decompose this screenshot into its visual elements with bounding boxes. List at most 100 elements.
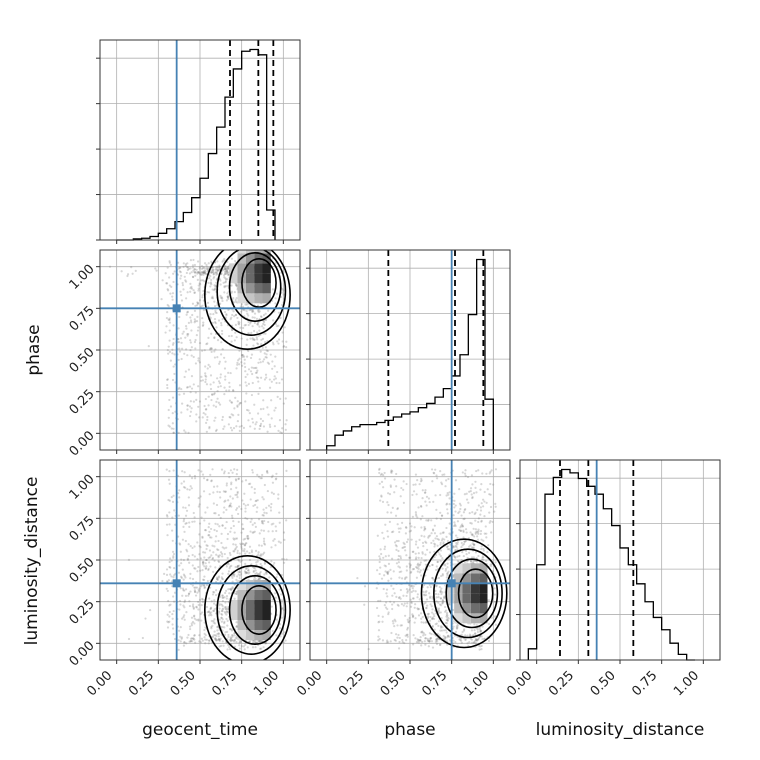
scatter-point xyxy=(179,587,182,590)
scatter-point xyxy=(241,355,244,358)
scatter-point xyxy=(171,292,175,295)
scatter-point xyxy=(203,269,207,272)
density-block xyxy=(245,253,255,264)
scatter-point xyxy=(183,600,186,604)
histogram-step-line xyxy=(326,258,494,450)
scatter-point xyxy=(182,525,185,528)
scatter-point xyxy=(398,636,401,640)
y-tick-label: 0.50 xyxy=(67,555,98,586)
scatter-point xyxy=(482,558,485,561)
scatter-point xyxy=(234,323,238,326)
scatter-point xyxy=(409,529,413,532)
scatter-point xyxy=(183,618,186,621)
scatter-point xyxy=(416,563,419,566)
scatter-point xyxy=(409,564,412,567)
scatter-point xyxy=(224,266,227,269)
scatter-point xyxy=(415,514,418,517)
scatter-point xyxy=(168,317,171,320)
scatter-point xyxy=(238,384,242,387)
scatter-point xyxy=(213,287,216,290)
scatter-point xyxy=(212,381,215,384)
scatter-point xyxy=(201,611,204,614)
scatter-point xyxy=(216,265,219,268)
scatter-point xyxy=(282,531,286,534)
scatter-point xyxy=(214,348,217,351)
scatter-point xyxy=(260,315,263,319)
scatter-point xyxy=(204,511,207,514)
scatter-point xyxy=(446,619,449,622)
scatter-point xyxy=(416,546,420,549)
scatter-point xyxy=(201,600,204,604)
scatter-point xyxy=(190,375,194,378)
scatter-point xyxy=(213,512,216,515)
scatter-point xyxy=(436,560,439,563)
scatter-point xyxy=(255,571,258,575)
scatter-point xyxy=(194,271,197,274)
scatter-point xyxy=(230,316,233,319)
scatter-point xyxy=(205,342,208,346)
scatter-point xyxy=(199,612,202,615)
truth-marker xyxy=(172,304,181,313)
scatter-point xyxy=(211,393,214,396)
scatter-point xyxy=(285,419,288,422)
scatter-point xyxy=(256,331,259,334)
scatter-point xyxy=(221,572,224,575)
scatter-point xyxy=(193,590,197,594)
scatter-point xyxy=(259,315,263,318)
scatter-point xyxy=(208,522,211,525)
scatter-point xyxy=(208,534,211,537)
scatter-point xyxy=(197,565,200,569)
scatter-point xyxy=(261,521,264,525)
scatter-point xyxy=(241,499,244,502)
scatter-point xyxy=(440,616,443,620)
scatter-point xyxy=(401,641,404,644)
scatter-point xyxy=(262,498,265,501)
scatter-point xyxy=(180,617,184,620)
scatter-point xyxy=(207,534,210,537)
scatter-point xyxy=(477,636,481,640)
scatter-point xyxy=(194,274,197,277)
scatter-point xyxy=(483,637,486,640)
scatter-point xyxy=(169,405,173,408)
scatter-point xyxy=(469,531,472,534)
scatter-point xyxy=(223,267,226,270)
scatter-point xyxy=(213,336,216,339)
scatter-point xyxy=(252,578,256,581)
scatter-point xyxy=(225,594,229,598)
scatter-point xyxy=(424,491,427,494)
scatter-point xyxy=(200,267,204,270)
scatter-point xyxy=(282,345,285,349)
scatter-point xyxy=(260,343,263,346)
scatter-point xyxy=(420,617,423,620)
scatter-point xyxy=(424,637,427,640)
density-block xyxy=(254,580,263,590)
scatter-point xyxy=(214,416,217,419)
scatter-point xyxy=(182,616,185,619)
scatter-point xyxy=(395,472,398,476)
scatter-point xyxy=(183,606,186,609)
scatter-point xyxy=(472,556,475,559)
scatter-point xyxy=(227,570,231,573)
scatter-point xyxy=(459,529,463,532)
scatter-point xyxy=(222,427,225,430)
scatter-point xyxy=(213,637,217,640)
scatter-point xyxy=(196,557,199,561)
scatter-point xyxy=(384,601,388,604)
scatter-point xyxy=(414,543,418,546)
scatter-point xyxy=(470,533,473,536)
scatter-point xyxy=(229,639,232,642)
scatter-point xyxy=(239,401,243,405)
scatter-point xyxy=(479,488,482,491)
scatter-point xyxy=(186,557,189,560)
scatter-point xyxy=(261,514,264,517)
scatter-point xyxy=(271,360,274,363)
scatter-point xyxy=(262,537,266,540)
scatter-point xyxy=(233,575,236,578)
scatter-point xyxy=(254,641,257,644)
scatter-point xyxy=(394,633,398,636)
density-block xyxy=(245,250,255,254)
scatter-point xyxy=(171,348,174,351)
scatter-point xyxy=(441,531,444,534)
density-block xyxy=(262,283,271,294)
scatter-point xyxy=(186,310,190,313)
